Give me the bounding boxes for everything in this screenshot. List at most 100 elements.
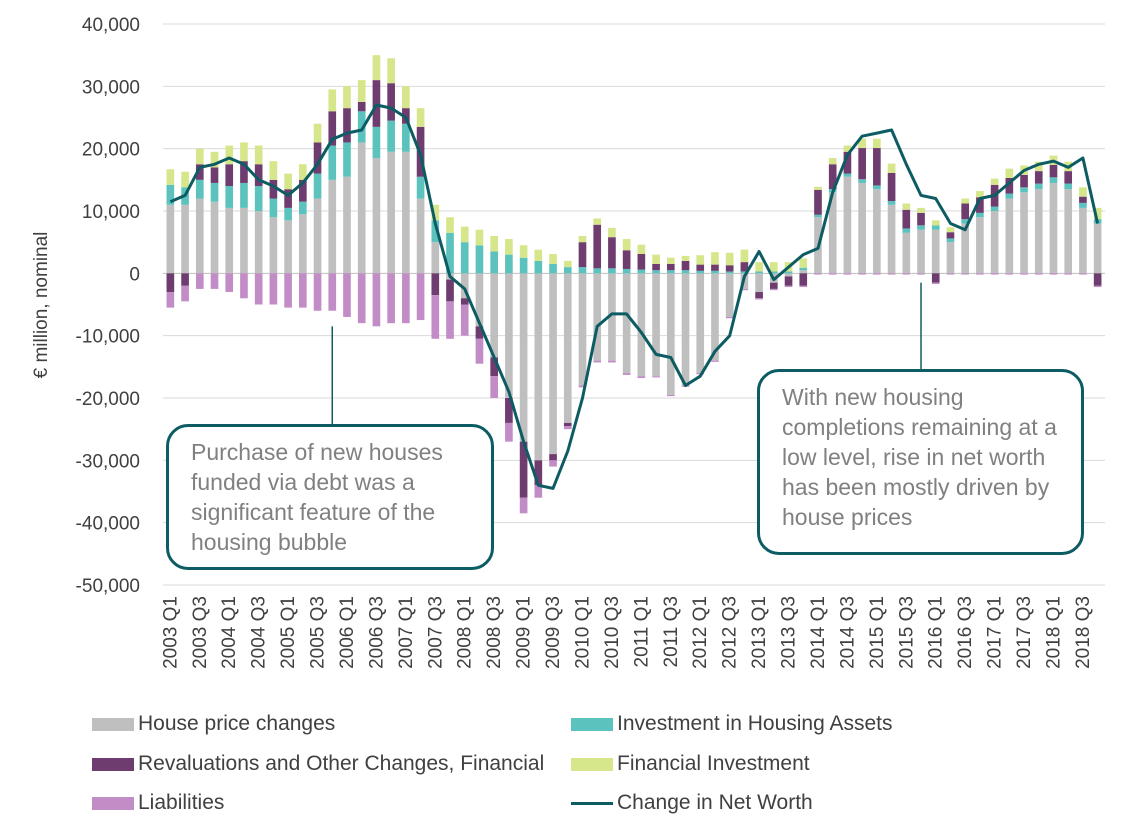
net-worth-line-layer [169, 103, 1100, 490]
legend-item-liabilities: Liabilities [92, 791, 224, 815]
bar-financial-investment [608, 227, 616, 238]
bar-financial-investment [828, 158, 837, 165]
bar-financial-investment [343, 86, 351, 109]
bar-liabilities [402, 273, 410, 324]
bar-liabilities [534, 485, 543, 498]
bar-liabilities [652, 376, 660, 378]
bar-investment-housing [1005, 193, 1014, 199]
bar-financial-investment [696, 255, 705, 265]
bar-revaluations [549, 454, 557, 461]
bar-financial-investment [931, 220, 940, 226]
bar-investment-housing [299, 201, 307, 215]
bar-revaluations [770, 282, 778, 289]
bar-financial-investment [166, 169, 175, 185]
bar-house-price [652, 273, 660, 377]
bar-house-price [961, 223, 969, 274]
bar-investment-housing [269, 198, 278, 218]
bar-revaluations [1049, 164, 1058, 178]
bar-revaluations [917, 212, 925, 226]
bar-financial-investment [873, 138, 881, 149]
x-tick-label: 2012 Q3 [720, 596, 741, 669]
bar-house-price [784, 273, 793, 277]
bar-financial-investment [902, 203, 911, 210]
bar-house-price [343, 176, 351, 274]
bar-investment-housing [814, 214, 822, 218]
bar-house-price [299, 214, 307, 274]
bar-liabilities [313, 273, 322, 311]
bar-liabilities [416, 273, 425, 321]
bar-investment-housing [254, 186, 263, 211]
x-tick-label: 2013 Q1 [749, 596, 770, 669]
bar-revaluations [328, 111, 337, 146]
bar-house-price [799, 270, 808, 274]
bar-house-price [181, 204, 189, 274]
x-tick-label: 2005 Q1 [278, 596, 299, 669]
bar-revaluations [460, 298, 469, 305]
x-tick-label: 2015 Q1 [867, 596, 888, 669]
bar-revaluations [284, 189, 292, 208]
bar-revaluations [814, 189, 822, 215]
chart: 40,000 30,000 20,000 10,000 0 -10,000 -20,000 -… [31, 15, 1105, 669]
bar-liabilities [578, 385, 587, 388]
bar-financial-investment [475, 229, 484, 246]
x-tick-label: 2003 Q3 [190, 596, 211, 669]
bar-revaluations [313, 142, 322, 174]
bar-house-price [402, 151, 410, 274]
bar-revaluations [931, 273, 940, 283]
bar-house-price [416, 198, 425, 274]
bar-financial-investment [814, 186, 822, 190]
bar-liabilities [505, 422, 513, 442]
bar-revaluations [210, 167, 219, 183]
bar-investment-housing [534, 260, 543, 274]
bar-investment-housing [593, 268, 602, 274]
bar-house-price [990, 211, 999, 274]
bar-financial-investment [1093, 207, 1102, 220]
bar-investment-housing [637, 269, 646, 274]
bar-house-price [873, 189, 881, 274]
bar-house-price [166, 204, 175, 274]
bar-house-price [240, 207, 248, 274]
bar-financial-investment [1079, 187, 1087, 197]
legend-label: Liabilities [138, 791, 225, 814]
bar-liabilities [549, 460, 557, 467]
bar-house-price [269, 217, 278, 274]
x-tick-label: 2003 Q1 [160, 596, 181, 669]
x-tick-label: 2007 Q3 [425, 596, 446, 669]
bar-investment-housing [490, 251, 498, 274]
callout-housing-bubble: Purchase of new houses funded via debt w… [166, 424, 494, 570]
bar-investment-housing [917, 225, 925, 230]
bar-revaluations [225, 164, 234, 187]
x-tick-label: 2017 Q3 [1014, 596, 1035, 669]
bar-liabilities [431, 295, 440, 339]
legend-swatch [571, 757, 613, 771]
x-tick-label: 2006 Q3 [366, 596, 387, 669]
bar-financial-investment [299, 164, 307, 180]
bar-financial-investment [652, 254, 660, 264]
bar-investment-housing [740, 271, 749, 274]
bar-liabilities [195, 273, 204, 289]
bar-revaluations [725, 265, 734, 272]
bar-investment-housing [1064, 183, 1073, 190]
bar-financial-investment [1034, 161, 1043, 172]
bar-house-price [519, 273, 528, 442]
legend-item-change-net-worth: Change in Net Worth [571, 791, 813, 815]
bar-investment-housing [666, 270, 675, 274]
bar-revaluations [195, 164, 204, 180]
bar-liabilities [755, 298, 763, 300]
bar-revaluations [976, 197, 984, 213]
bar-liabilities [917, 273, 925, 275]
x-tick-label: 2013 Q3 [779, 596, 800, 669]
callout-housing-bubble-text: Purchase of new houses funded via debt w… [191, 439, 443, 555]
bar-house-price [328, 179, 337, 274]
bar-financial-investment [210, 151, 219, 168]
bar-house-price [372, 158, 381, 274]
bar-liabilities [254, 273, 263, 305]
bar-liabilities [976, 273, 984, 275]
bar-liabilities [475, 338, 484, 364]
bar-revaluations [696, 264, 705, 271]
y-tick-label: 0 [129, 264, 140, 285]
bar-liabilities [225, 273, 234, 293]
y-tick-label: -10,000 [76, 327, 140, 348]
bar-investment-housing [563, 267, 572, 274]
bar-financial-investment [946, 227, 955, 233]
